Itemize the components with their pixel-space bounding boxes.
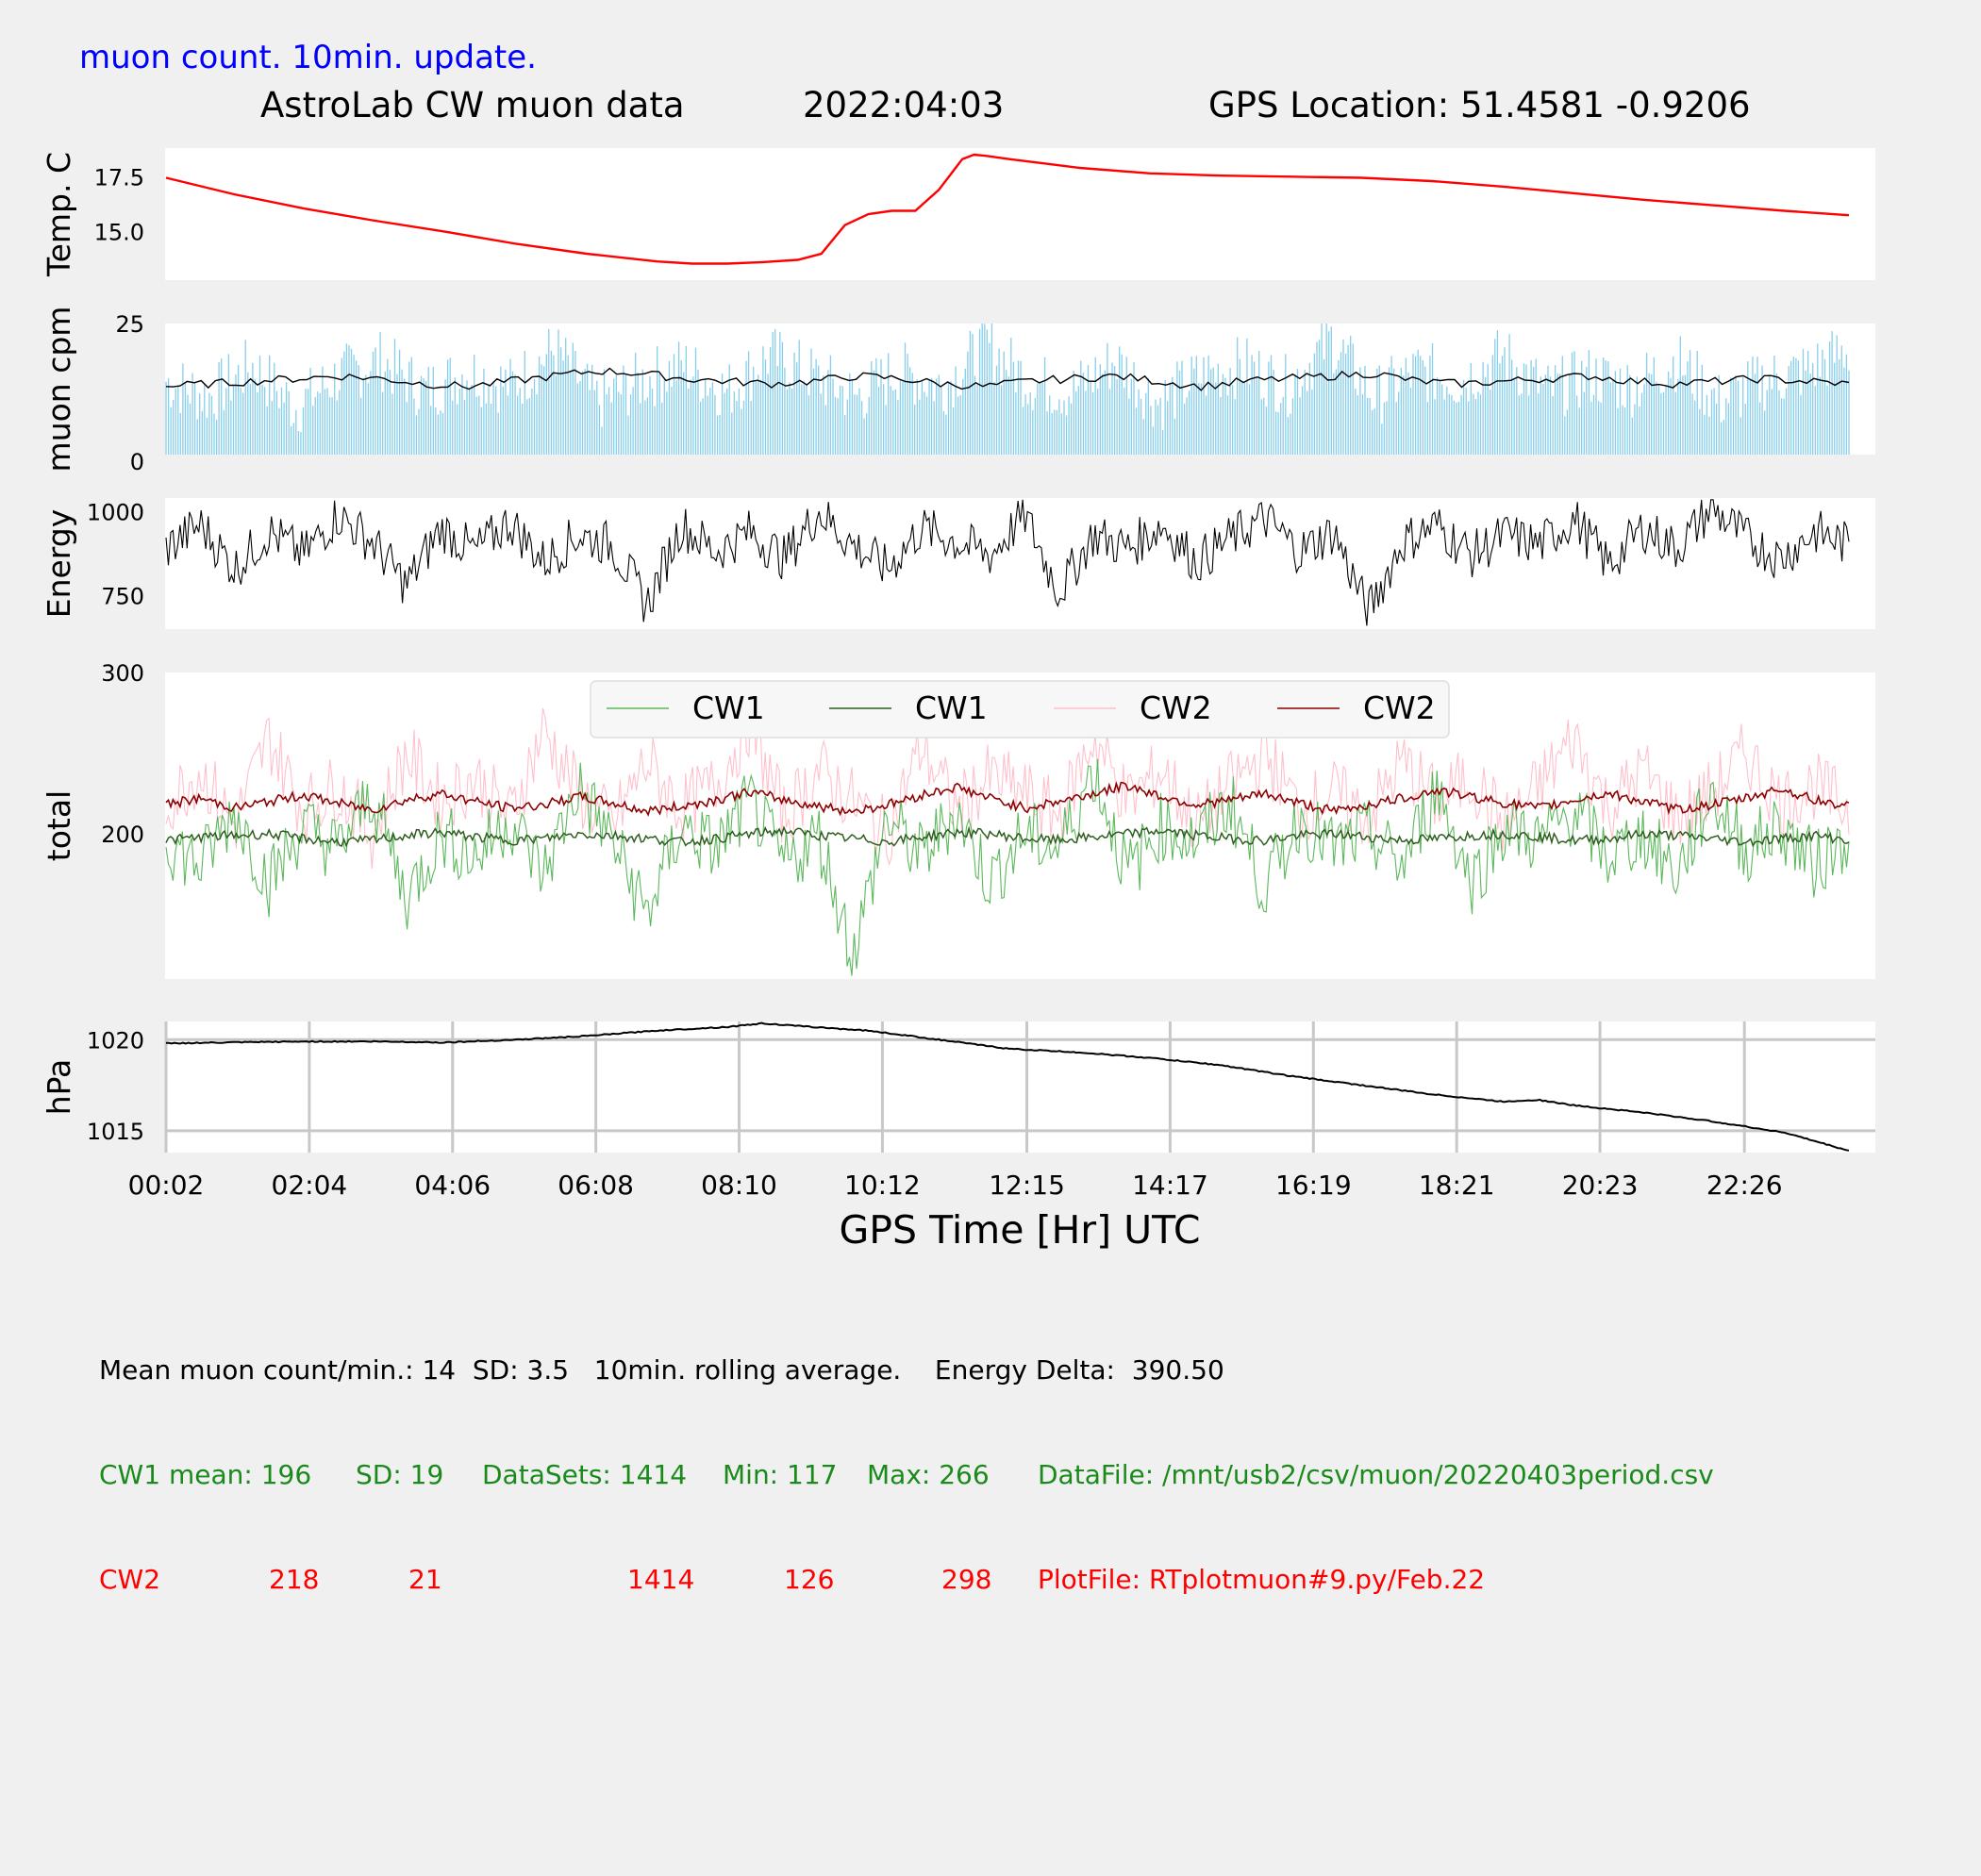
total-ytick: 200 — [101, 822, 144, 848]
panel-2-ylabel: muon cpm — [41, 307, 77, 473]
cw2-raw-line — [165, 696, 1850, 870]
energy-ytick: 750 — [101, 583, 144, 609]
cw2-max: 298 — [941, 1564, 992, 1595]
temperature-line — [165, 153, 1850, 265]
legend-label: CW2 — [1140, 689, 1212, 726]
temp-ytick: 15.0 — [94, 220, 144, 246]
pressure-ytick: 1020 — [87, 1027, 144, 1054]
panel-4-ylabel: total — [41, 790, 77, 861]
cw2-min: 126 — [784, 1564, 835, 1595]
panel-5-ylabel: hPa — [41, 1059, 77, 1116]
muon-ytick: 0 — [130, 449, 144, 475]
update-note: muon count. 10min. update. — [79, 39, 537, 76]
chart-date: 2022:04:03 — [803, 85, 1004, 125]
figure: muon count. 10min. update. AstroLab CW m… — [41, 39, 1875, 1253]
cw1-min: Min: 117 — [723, 1459, 838, 1490]
panel-1-ylabel: Temp. C — [41, 152, 77, 277]
panel-1-frame — [165, 148, 1875, 280]
cw2-label: CW2 — [99, 1564, 161, 1595]
x-tick-label: 04:06 — [414, 1170, 491, 1201]
panel-5-frame — [165, 1021, 1875, 1153]
x-tick-label: 14:17 — [1132, 1170, 1208, 1201]
cw1-mean: CW1 mean: 196 — [99, 1459, 312, 1490]
x-tick-label: 08:10 — [701, 1170, 777, 1201]
legend: CW1 CW1 CW2 CW2 — [590, 680, 1450, 739]
legend-label: CW1 — [915, 689, 988, 726]
muon-average-line — [165, 367, 1850, 391]
cw2-sd: 21 — [408, 1564, 442, 1595]
x-tick-label: 10:12 — [844, 1170, 921, 1201]
cw2-mean: 218 — [269, 1564, 320, 1595]
x-tick-label: 22:26 — [1706, 1170, 1783, 1201]
legend-label: CW1 — [692, 689, 765, 726]
legend-label: CW2 — [1363, 689, 1436, 726]
total-ytick: 300 — [101, 660, 144, 687]
pressure-line — [165, 1021, 1850, 1152]
temp-ytick: 17.5 — [94, 164, 144, 191]
x-tick-label: 16:19 — [1275, 1170, 1352, 1201]
cw2-average-line — [165, 781, 1850, 817]
x-tick-label: 20:23 — [1562, 1170, 1639, 1201]
plot-file: PlotFile: RTplotmuon#9.py/Feb.22 — [1038, 1564, 1486, 1595]
x-tick-label: 12:15 — [989, 1170, 1065, 1201]
x-tick-label: 18:21 — [1419, 1170, 1495, 1201]
cw1-average-line — [165, 825, 1850, 848]
cw1-datasets: DataSets: 1414 — [482, 1459, 688, 1490]
pressure-grid — [164, 1021, 1875, 1153]
x-tick-label: 00:02 — [128, 1170, 205, 1201]
energy-line — [165, 499, 1850, 626]
stats-summary: Mean muon count/min.: 14 SD: 3.5 10min. … — [99, 1354, 1224, 1386]
stats-footer: Mean muon count/min.: 14 SD: 3.5 10min. … — [99, 1283, 1714, 1632]
muon-ytick: 25 — [115, 311, 144, 338]
cw2-datasets: 1414 — [627, 1564, 695, 1595]
panel-3-ylabel: Energy — [41, 509, 77, 619]
cw1-sd: SD: 19 — [356, 1459, 444, 1490]
cw1-max: Max: 266 — [867, 1459, 990, 1490]
data-file: DataFile: /mnt/usb2/csv/muon/20220403per… — [1038, 1459, 1714, 1490]
x-tick-label: 02:04 — [272, 1170, 348, 1201]
legend-box — [590, 680, 1450, 739]
pressure-ytick: 1015 — [87, 1119, 144, 1145]
x-tick-label: 06:08 — [558, 1170, 634, 1201]
x-axis-label: GPS Time [Hr] UTC — [840, 1207, 1201, 1253]
chart-title: AstroLab CW muon data — [260, 85, 685, 125]
energy-ytick: 1000 — [87, 499, 144, 525]
gps-location: GPS Location: 51.4581 -0.9206 — [1208, 85, 1751, 125]
